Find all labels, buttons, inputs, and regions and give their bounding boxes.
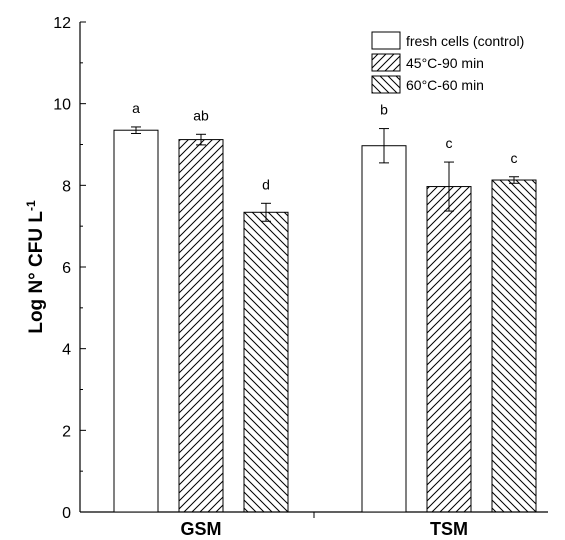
y-tick-label: 12	[53, 15, 71, 32]
category-label: TSM	[430, 519, 468, 539]
legend-label: fresh cells (control)	[406, 33, 524, 49]
y-ticks: 0 2 4 6 8 10 12	[53, 15, 86, 522]
bars	[113, 129, 537, 513]
significance-letter: c	[511, 150, 518, 166]
legend-swatch	[371, 31, 401, 50]
bar	[178, 139, 224, 513]
significance-letter: c	[446, 135, 453, 151]
significance-letter: b	[380, 102, 388, 118]
category-labels: GSM TSM	[180, 519, 468, 539]
y-axis-label: Log N° CFU L-1	[24, 200, 47, 334]
y-axis-label-exponent: -1	[24, 200, 38, 211]
legend-label: 60°C-60 min	[406, 77, 484, 93]
y-tick-label: 0	[62, 505, 71, 522]
significance-letter: ab	[193, 107, 209, 123]
category-label: GSM	[180, 519, 221, 539]
bar	[426, 186, 472, 513]
bar	[491, 179, 537, 513]
bar	[243, 211, 289, 513]
legend-swatch	[371, 75, 401, 94]
y-tick-label: 10	[53, 97, 71, 114]
significance-letter: d	[262, 176, 270, 192]
error-bars	[131, 126, 519, 222]
bar	[361, 145, 407, 513]
legend: fresh cells (control) 45°C-90 min 60°C-60 …	[371, 31, 524, 94]
y-tick-label: 8	[62, 178, 71, 195]
legend-label: 45°C-90 min	[406, 55, 484, 71]
y-tick-label: 6	[62, 260, 71, 277]
legend-swatch	[371, 53, 401, 72]
y-tick-label: 2	[62, 423, 71, 440]
y-axis-label-text: Log N° CFU L	[26, 211, 47, 334]
significance-letter: a	[132, 100, 140, 116]
bar	[113, 129, 159, 513]
y-tick-label: 4	[62, 342, 71, 359]
